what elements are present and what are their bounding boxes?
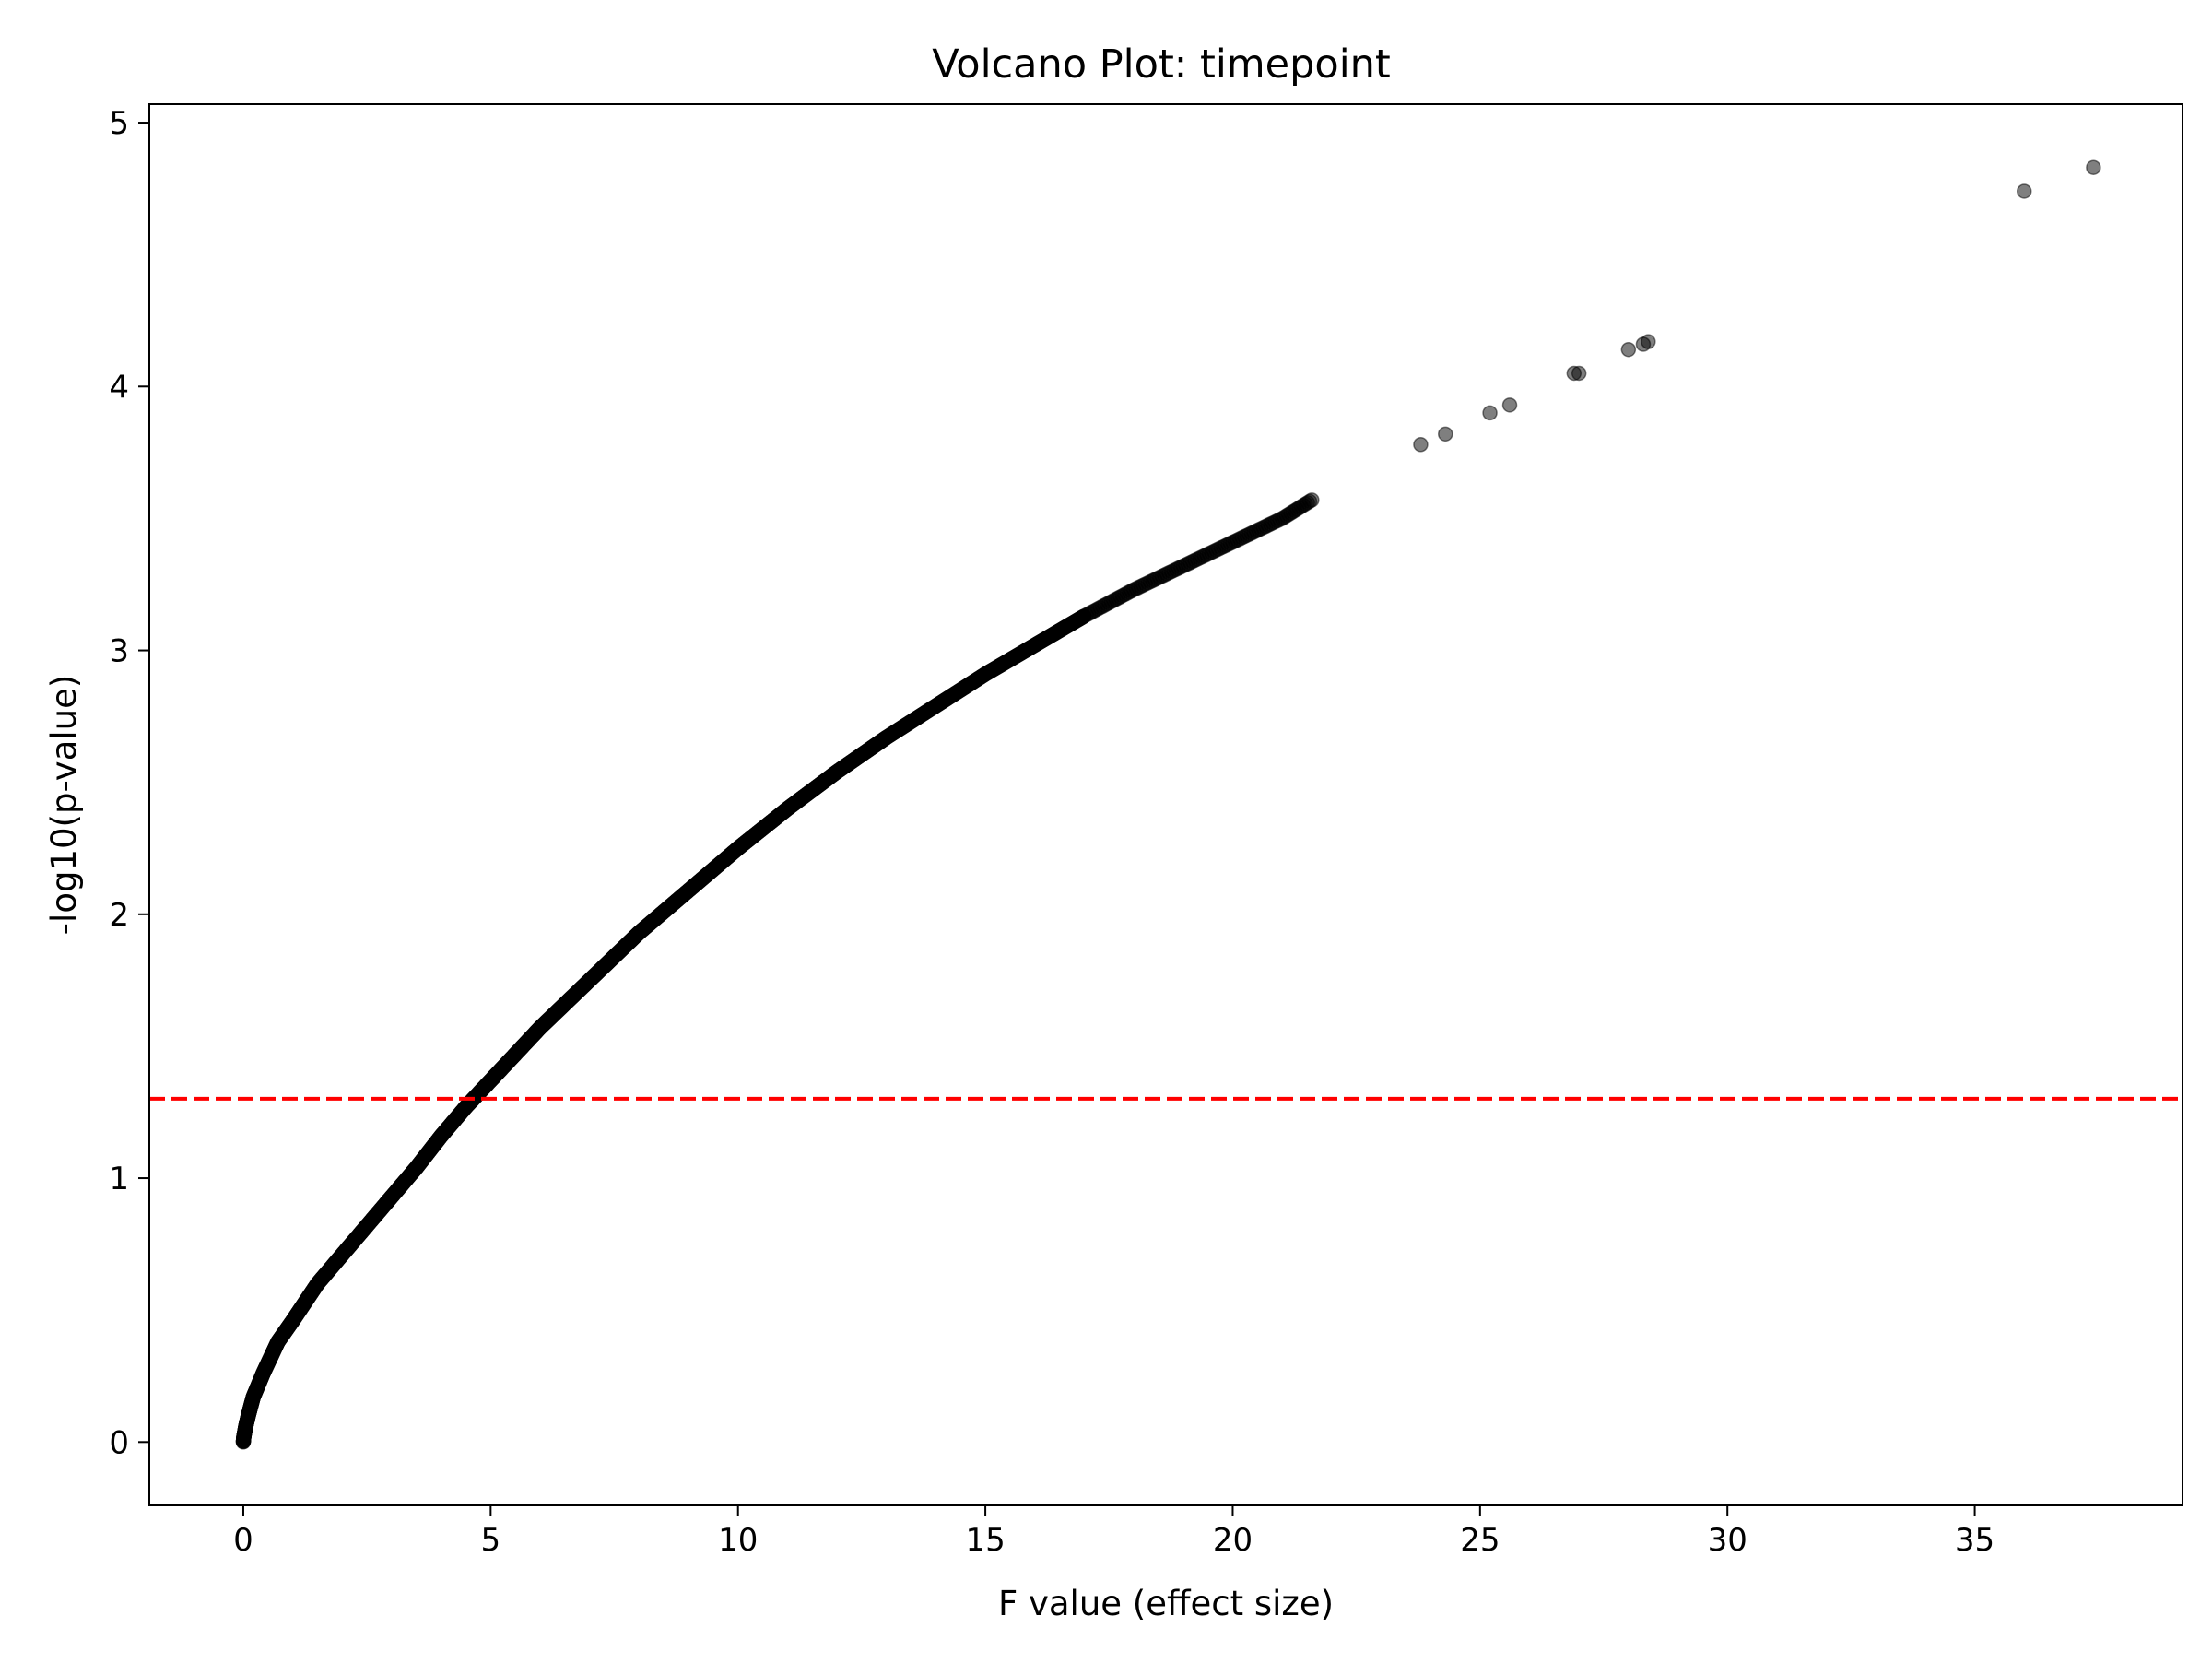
y-axis: 0 1 2 3 4 5	[109, 105, 149, 1461]
plot-area-frame	[148, 103, 2183, 1506]
x-axis: 0 5 10 15 20 25 30 35	[233, 1505, 1994, 1559]
outlier-point	[2016, 183, 2032, 199]
x-tick-label: 0	[233, 1522, 253, 1559]
y-tick-label: 1	[109, 1161, 129, 1197]
points-layer	[235, 159, 2101, 1450]
x-tick-label: 35	[1955, 1522, 1994, 1559]
x-tick-label: 30	[1708, 1522, 1747, 1559]
y-tick-label: 0	[109, 1424, 129, 1461]
y-axis-label: -log10(p-value)	[44, 675, 84, 936]
x-tick-label: 20	[1213, 1522, 1253, 1559]
outlier-point	[1641, 334, 1656, 349]
outlier-point	[1438, 426, 1453, 442]
outlier-point	[2086, 159, 2101, 175]
outlier-point	[1620, 341, 1637, 358]
y-tick-label: 2	[109, 897, 129, 934]
chart-title: Volcano Plot: timepoint	[932, 41, 1391, 88]
x-axis-label: F value (effect size)	[998, 1584, 1334, 1623]
y-tick-label: 4	[109, 369, 129, 406]
x-tick-label: 5	[481, 1522, 501, 1559]
y-tick-label: 5	[109, 105, 129, 142]
y-tick-label: 3	[109, 633, 129, 670]
x-tick-label: 15	[965, 1522, 1005, 1559]
outlier-point	[1413, 437, 1429, 453]
outlier-point	[1482, 405, 1498, 421]
outlier-point	[1501, 397, 1518, 413]
x-tick-label: 10	[718, 1522, 758, 1559]
data-point	[1304, 492, 1320, 508]
outlier-point	[1571, 365, 1587, 382]
x-tick-label: 25	[1460, 1522, 1500, 1559]
